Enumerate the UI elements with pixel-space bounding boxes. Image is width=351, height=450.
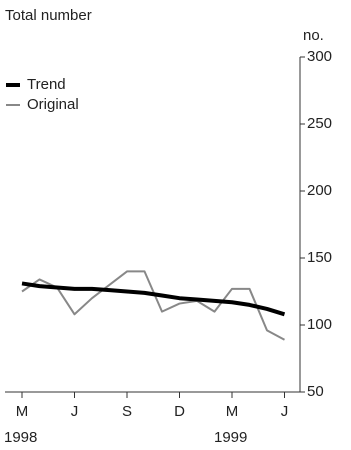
legend-label: Original (27, 96, 79, 113)
chart-title: Total number (5, 7, 92, 24)
y-tick-label: 200 (307, 182, 332, 199)
x-tick-label: J (281, 403, 289, 420)
y-tick-label: 250 (307, 115, 332, 132)
y-tick-label: 50 (307, 383, 324, 400)
x-tick-label: M (226, 403, 239, 420)
series-line (21, 270, 285, 341)
x-tick-label: S (122, 403, 132, 420)
y-tick-label: 150 (307, 249, 332, 266)
x-tick-label: D (174, 403, 185, 420)
year-label: 1998 (4, 429, 37, 446)
y-tick-label: 300 (307, 48, 332, 65)
y-tick-label: 100 (307, 316, 332, 333)
series-line (21, 281, 286, 317)
x-tick-label: M (16, 403, 29, 420)
y-unit: no. (303, 27, 324, 44)
x-tick-label: J (71, 403, 79, 420)
year-label: 1999 (214, 429, 247, 446)
legend-label: Trend (27, 76, 66, 93)
